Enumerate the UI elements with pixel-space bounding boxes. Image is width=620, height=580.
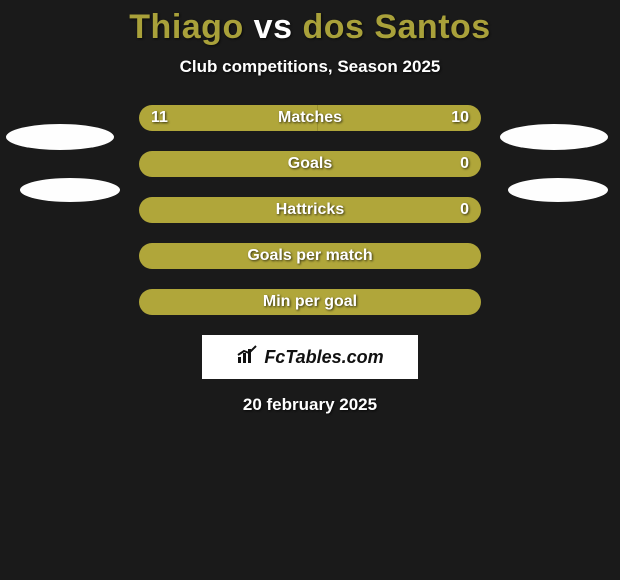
- bar-left: [139, 289, 481, 315]
- bar-left: [139, 151, 481, 177]
- stat-value-left: 11: [151, 105, 168, 131]
- logo-text: FcTables.com: [264, 347, 383, 368]
- stat-value-right: 10: [451, 105, 469, 131]
- bar-track: [139, 243, 481, 269]
- subtitle: Club competitions, Season 2025: [0, 57, 620, 77]
- stat-value-right: 0: [460, 151, 469, 177]
- avatar-ellipse: [508, 178, 608, 202]
- bar-track: [139, 105, 481, 131]
- stat-row: Hattricks0: [139, 197, 481, 223]
- avatar-ellipse: [20, 178, 120, 202]
- stat-row: Min per goal: [139, 289, 481, 315]
- bar-left: [139, 243, 481, 269]
- date-text: 20 february 2025: [0, 395, 620, 415]
- bar-track: [139, 151, 481, 177]
- stat-row: Goals per match: [139, 243, 481, 269]
- bar-track: [139, 289, 481, 315]
- source-logo: FcTables.com: [202, 335, 418, 379]
- chart-icon: [236, 345, 258, 370]
- stat-row: Goals0: [139, 151, 481, 177]
- title-left: Thiago: [129, 8, 243, 46]
- avatar-ellipse: [500, 124, 608, 150]
- stat-row: Matches1110: [139, 105, 481, 131]
- title-right: dos Santos: [302, 8, 490, 46]
- stat-value-right: 0: [460, 197, 469, 223]
- avatar-ellipse: [6, 124, 114, 150]
- bar-left: [139, 197, 481, 223]
- page-title: Thiago vs dos Santos: [0, 0, 620, 47]
- title-vs: vs: [254, 8, 293, 46]
- bar-track: [139, 197, 481, 223]
